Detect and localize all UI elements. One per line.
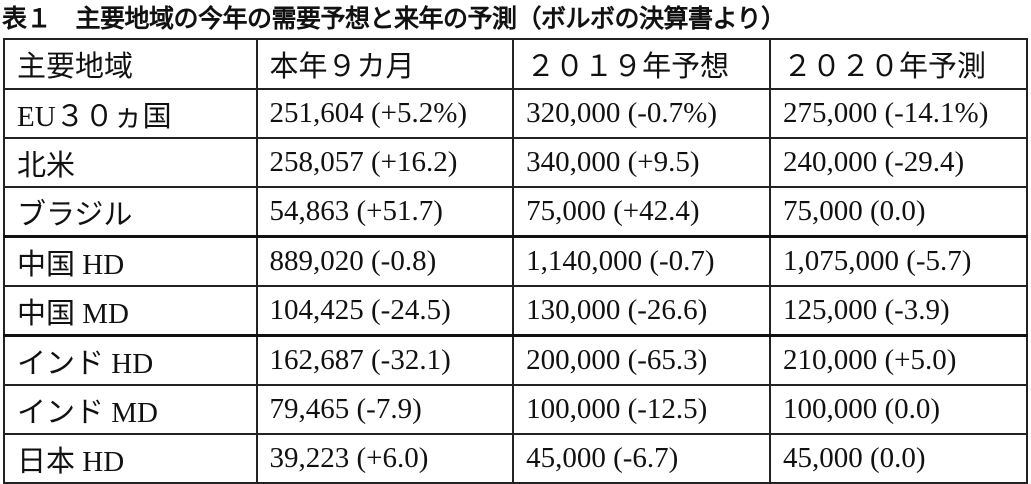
region-cell: インド HD <box>3 334 258 386</box>
value-cell: 本年９カ月 <box>255 38 515 90</box>
value-cell: 340,000 (+9.5) <box>512 137 771 188</box>
region-cell: 北米 <box>3 137 258 188</box>
value-cell: 100,000 (0.0) <box>768 384 1029 435</box>
table-row: 中国 MD 104,425 (-24.5) 130,000 (-26.6) 125,0… <box>3 285 1029 337</box>
region-cell: インド MD <box>3 384 258 435</box>
value-cell: 320,000 (-0.7%) <box>512 88 771 139</box>
value-cell: 1,140,000 (-0.7) <box>512 235 771 287</box>
value-cell: 258,057 (+16.2) <box>255 137 515 188</box>
region-cell: EU３０ヵ国 <box>3 88 258 139</box>
header-row: 主要地域 本年９カ月 ２０１９年予想 ２０２０年予測 <box>3 38 1029 90</box>
value-cell: 75,000 (+42.4) <box>512 186 771 238</box>
value-cell: 162,687 (-32.1) <box>255 334 515 386</box>
value-cell: 200,000 (-65.3) <box>512 334 771 386</box>
table-row: 日本 HD 39,223 (+6.0) 45,000 (-6.7) 45,000 (0… <box>3 433 1029 484</box>
table-row: インド HD 162,687 (-32.1) 200,000 (-65.3) 210,… <box>3 334 1029 386</box>
table-title: 表１ 主要地域の今年の需要予想と来年の予測（ボルボの決算書より） <box>2 4 786 33</box>
value-cell: 1,075,000 (-5.7) <box>768 235 1029 287</box>
value-cell: 889,020 (-0.8) <box>255 235 515 287</box>
region-cell: ブラジル <box>3 186 258 238</box>
value-cell: 54,863 (+51.7) <box>255 186 515 238</box>
region-cell: 中国 MD <box>3 285 258 337</box>
table-row: ブラジル 54,863 (+51.7) 75,000 (+42.4) 75,000 (… <box>3 186 1029 238</box>
value-cell: 39,223 (+6.0) <box>255 433 515 484</box>
value-cell: 79,465 (-7.9) <box>255 384 515 435</box>
value-cell: 275,000 (-14.1%) <box>768 88 1029 139</box>
table-row: EU３０ヵ国 251,604 (+5.2%) 320,000 (-0.7%) 275,… <box>3 88 1029 139</box>
value-cell: 125,000 (-3.9) <box>768 285 1029 337</box>
value-cell: 240,000 (-29.4) <box>768 137 1029 188</box>
region-cell: 中国 HD <box>3 235 258 287</box>
value-cell: 100,000 (-12.5) <box>512 384 771 435</box>
value-cell: ２０２０年予測 <box>768 38 1029 90</box>
table-row: インド MD 79,465 (-7.9) 100,000 (-12.5) 100,00… <box>3 384 1029 435</box>
value-cell: 104,425 (-24.5) <box>255 285 515 337</box>
value-cell: 210,000 (+5.0) <box>768 334 1029 386</box>
region-cell: 主要地域 <box>3 38 258 90</box>
table-row: 中国 HD 889,020 (-0.8) 1,140,000 (-0.7) 1,075… <box>3 235 1029 287</box>
value-cell: ２０１９年予想 <box>512 38 771 90</box>
value-cell: 45,000 (-6.7) <box>512 433 771 484</box>
value-cell: 45,000 (0.0) <box>768 433 1029 484</box>
value-cell: 75,000 (0.0) <box>768 186 1029 238</box>
table-row: 北米 258,057 (+16.2) 340,000 (+9.5) 240,000 (… <box>3 137 1029 188</box>
demand-table: 主要地域 本年９カ月 ２０１９年予想 ２０２０年予測 EU３０ヵ国 251,604 (+5… <box>3 38 1029 484</box>
value-cell: 251,604 (+5.2%) <box>255 88 515 139</box>
region-cell: 日本 HD <box>3 433 258 484</box>
value-cell: 130,000 (-26.6) <box>512 285 771 337</box>
